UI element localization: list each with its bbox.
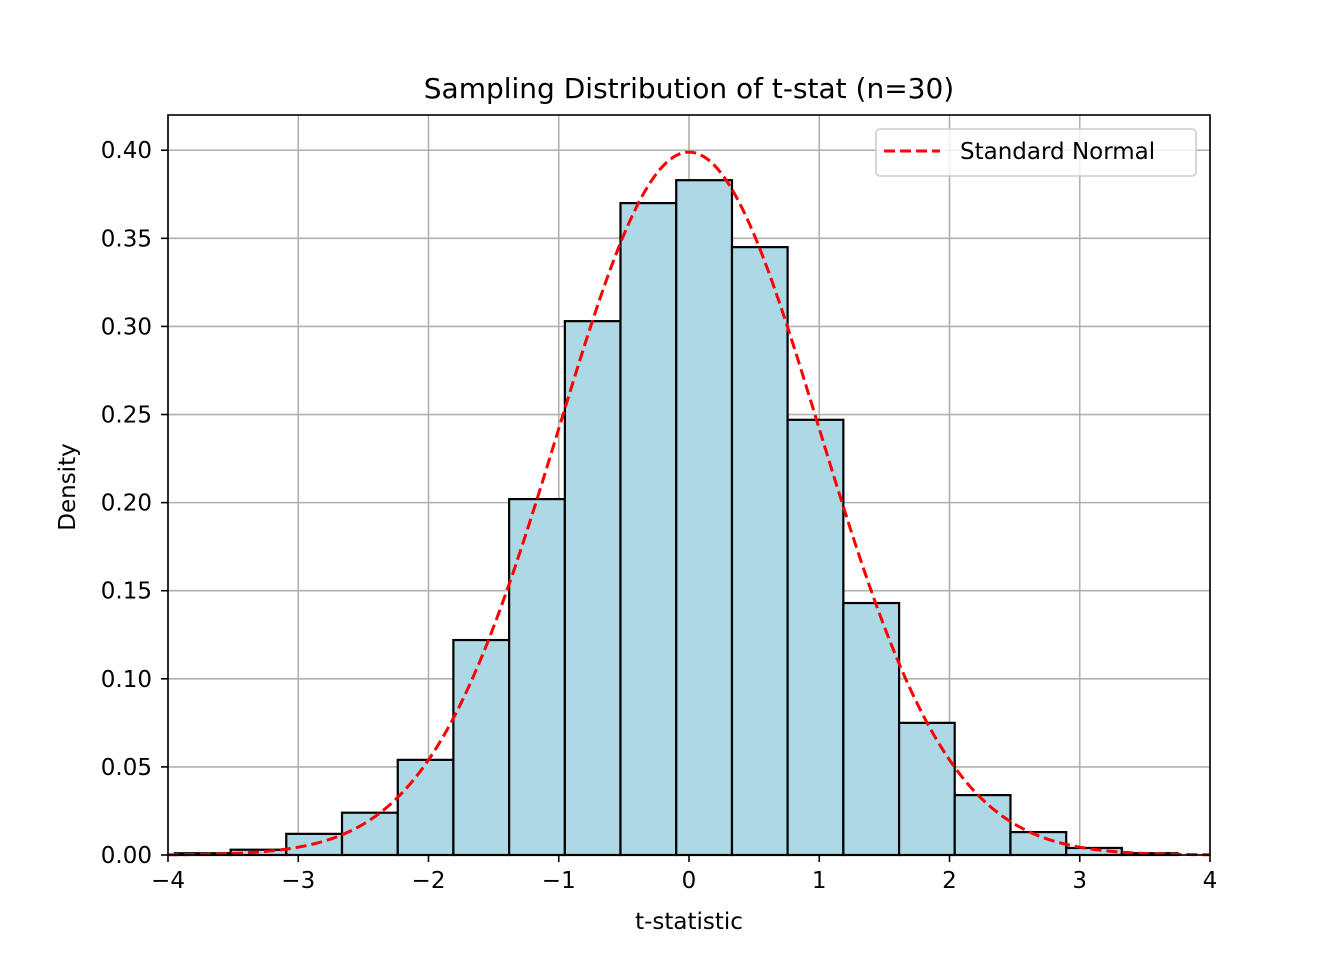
y-tick-label: 0.05 [101,755,152,781]
x-tick-label: −4 [151,868,185,894]
histogram-bar [619,201,678,857]
histogram-bar [953,793,1012,857]
histogram-bar [508,497,566,857]
histogram-bar [730,246,789,857]
chart-title: Sampling Distribution of t-stat (n=30) [424,72,954,105]
histogram-bar [563,320,622,857]
x-tick-label: 2 [942,868,957,894]
legend: Standard Normal [875,128,1197,177]
histogram-bar [897,721,956,857]
y-tick-label: 0.20 [101,491,152,517]
y-tick-label: 0.30 [101,314,152,340]
legend-box [875,128,1197,177]
y-tick-label: 0.10 [101,667,152,693]
y-tick-label: 0.35 [101,226,152,252]
legend-label-standard-normal: Standard Normal [960,139,1155,165]
y-tick-label: 0.00 [101,843,152,869]
x-tick-label: −1 [542,868,576,894]
y-tick-label: 0.15 [101,579,152,605]
axis-ticks: −4 −3 −2 −1 0 1 2 3 4 0.00 0.05 0.10 0.15 0.20 0.25 0.3… [101,138,1218,894]
histogram-bar [842,601,901,857]
x-tick-label: 3 [1072,868,1087,894]
x-tick-label: −2 [412,868,446,894]
standard-normal-curve [167,150,1211,857]
x-tick-label: 4 [1203,868,1218,894]
histogram-bar [786,418,845,857]
x-tick-label: −3 [281,868,315,894]
x-tick-label: 0 [682,868,697,894]
y-tick-label: 0.40 [101,138,152,164]
y-tick-label: 0.25 [101,403,152,429]
histogram-bar [396,758,455,857]
histogram-bar [452,638,511,857]
normal-curve-layer [167,150,1211,857]
x-axis-label: t-statistic [635,909,743,935]
histogram-bar [675,179,734,857]
x-tick-label: 1 [812,868,827,894]
y-axis-label: Density [55,443,81,530]
